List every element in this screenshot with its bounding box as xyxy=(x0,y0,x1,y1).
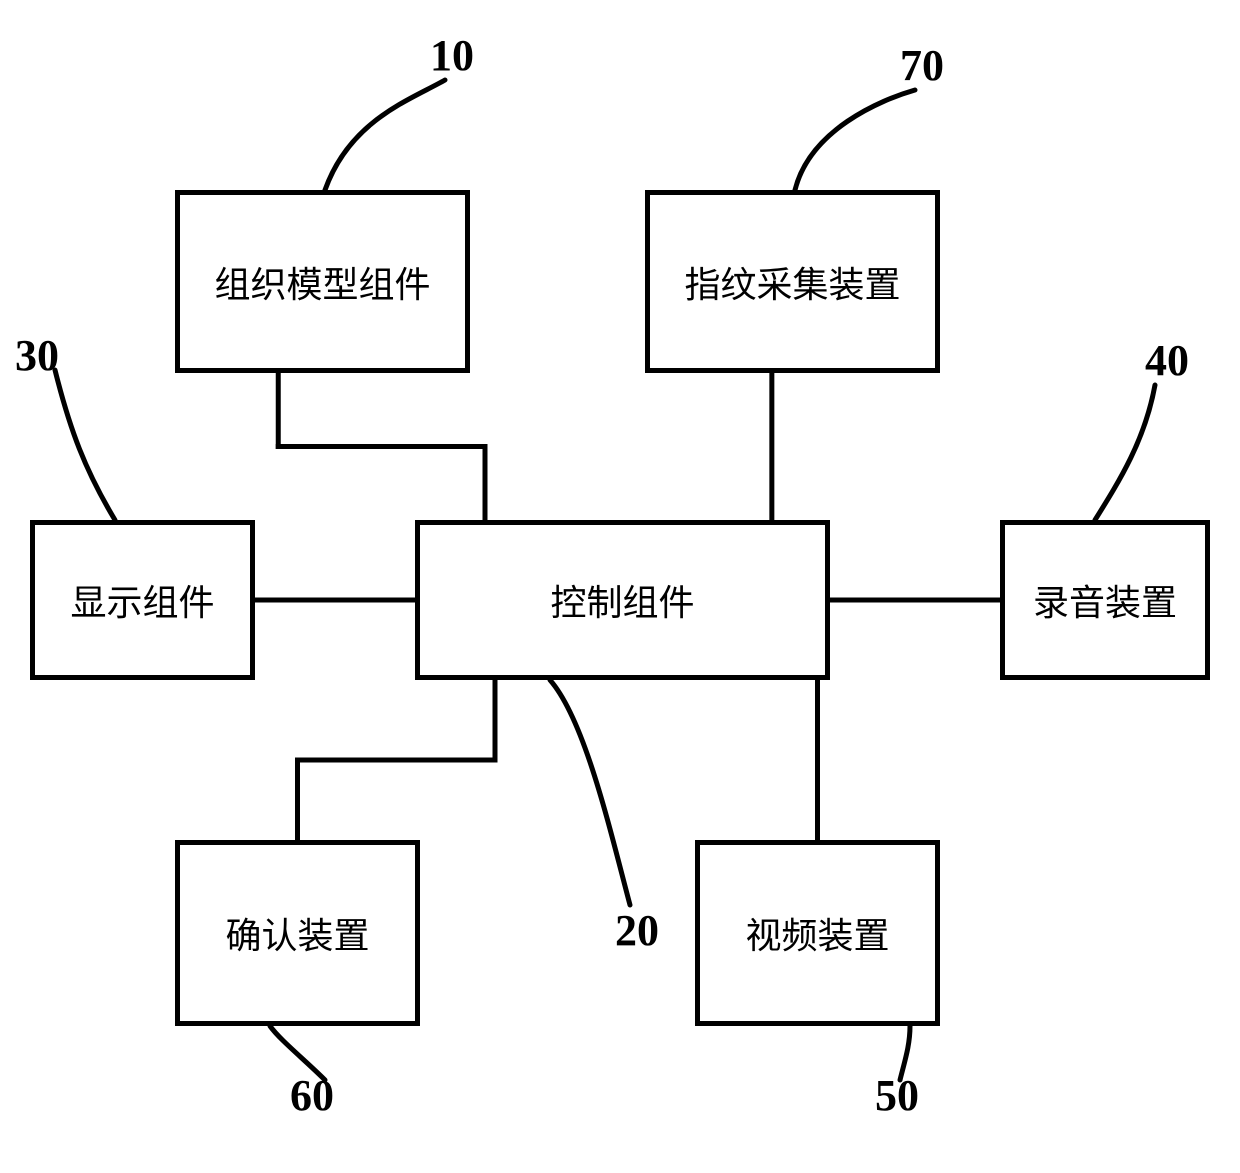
node-display: 显示组件 xyxy=(30,520,255,680)
node-label: 视频装置 xyxy=(745,907,889,959)
node-label: 指纹采集装置 xyxy=(684,256,900,308)
ref-label-10: 10 xyxy=(430,30,474,81)
block-diagram: 组织模型组件 指纹采集装置 显示组件 控制组件 录音装置 确认装置 视频装置 1… xyxy=(0,0,1240,1173)
node-fingerprint: 指纹采集装置 xyxy=(645,190,940,373)
node-audio-record: 录音装置 xyxy=(1000,520,1210,680)
ref-label-20: 20 xyxy=(615,905,659,956)
node-label: 显示组件 xyxy=(70,574,214,626)
ref-label-70: 70 xyxy=(900,40,944,91)
ref-label-50: 50 xyxy=(875,1070,919,1121)
node-label: 录音装置 xyxy=(1033,574,1177,626)
ref-label-60: 60 xyxy=(290,1070,334,1121)
node-label: 组织模型组件 xyxy=(214,256,430,308)
node-control: 控制组件 xyxy=(415,520,830,680)
node-tissue-model: 组织模型组件 xyxy=(175,190,470,373)
ref-label-40: 40 xyxy=(1145,335,1189,386)
ref-label-30: 30 xyxy=(15,330,59,381)
node-video: 视频装置 xyxy=(695,840,940,1026)
node-label: 确认装置 xyxy=(225,907,369,959)
node-label: 控制组件 xyxy=(550,574,694,626)
node-confirm: 确认装置 xyxy=(175,840,420,1026)
